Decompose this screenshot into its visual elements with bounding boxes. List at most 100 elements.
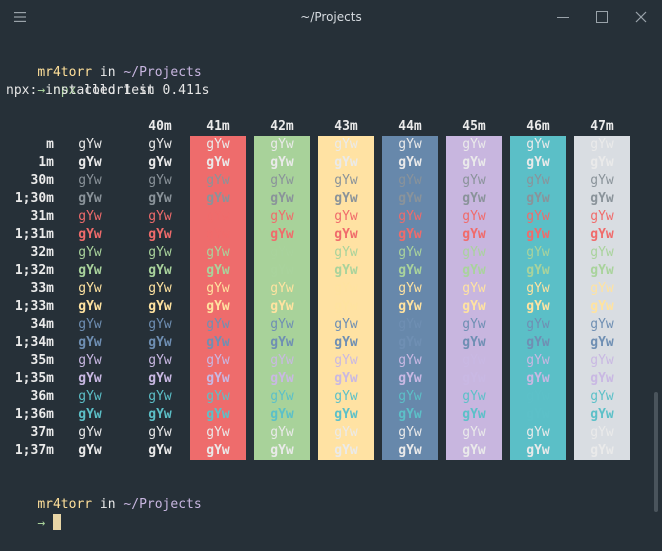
sample-cell: gYw bbox=[206, 353, 230, 368]
sample-cell: gYw bbox=[398, 407, 422, 422]
sample-cell: gYw bbox=[590, 299, 614, 314]
sample-cell: gYw bbox=[334, 263, 358, 278]
sample-cell: gYw bbox=[462, 155, 486, 170]
column-header-41m: 41m bbox=[206, 119, 230, 134]
sample-cell: gYw bbox=[334, 335, 358, 350]
colortest-row: 30m gYw gYw gYw gYw gYw gYw gYw gYw gYw bbox=[6, 172, 646, 190]
sample-cell: gYw bbox=[526, 425, 550, 440]
sample-cell: gYw bbox=[78, 173, 102, 188]
sample-cell: gYw bbox=[148, 155, 172, 170]
sample-cell: gYw bbox=[78, 389, 102, 404]
sample-cell: gYw bbox=[78, 209, 102, 224]
sample-cell: gYw bbox=[78, 263, 102, 278]
sample-cell: gYw bbox=[206, 155, 230, 170]
sample-cell: gYw bbox=[206, 407, 230, 422]
sample-cell: gYw bbox=[206, 245, 230, 260]
sample-cell: gYw bbox=[462, 173, 486, 188]
minimize-icon[interactable] bbox=[553, 8, 573, 26]
sample-cell: gYw bbox=[148, 443, 172, 458]
column-header-44m: 44m bbox=[398, 119, 422, 134]
row-label: 1;32m bbox=[14, 263, 54, 278]
prompt-user: mr4torr bbox=[37, 65, 93, 80]
row-label: 37m bbox=[30, 425, 54, 440]
sample-cell: gYw bbox=[398, 191, 422, 206]
sample-cell: gYw bbox=[206, 425, 230, 440]
bg-column-44m bbox=[382, 136, 438, 460]
sample-cell: gYw bbox=[78, 443, 102, 458]
row-label: 34m bbox=[30, 317, 54, 332]
sample-cell: gYw bbox=[148, 425, 172, 440]
sample-cell: gYw bbox=[270, 335, 294, 350]
sample-cell: gYw bbox=[398, 263, 422, 278]
sample-cell: gYw bbox=[148, 353, 172, 368]
sample-cell: gYw bbox=[206, 371, 230, 386]
sample-cell: gYw bbox=[398, 317, 422, 332]
sample-cell: gYw bbox=[206, 263, 230, 278]
colortest-row: 1;31m gYw gYw gYw gYw gYw gYw gYw gYw gYw bbox=[6, 226, 646, 244]
sample-cell: gYw bbox=[270, 245, 294, 260]
prompt-path: ~/Projects bbox=[123, 65, 202, 80]
prompt-line-2: mr4torr in ~/Projects bbox=[6, 478, 201, 512]
sample-cell: gYw bbox=[270, 317, 294, 332]
sample-cell: gYw bbox=[270, 443, 294, 458]
sample-cell: gYw bbox=[590, 371, 614, 386]
colortest-row: 37m gYw gYw gYw gYw gYw gYw gYw gYw gYw bbox=[6, 424, 646, 442]
prompt-arrow-icon: → bbox=[37, 516, 46, 531]
scrollbar[interactable] bbox=[654, 392, 658, 512]
colortest-row: 1;32m gYw gYw gYw gYw gYw gYw gYw gYw gYw bbox=[6, 262, 646, 280]
column-header-40m: 40m bbox=[148, 119, 172, 134]
bg-column-45m bbox=[446, 136, 502, 460]
sample-cell: gYw bbox=[206, 299, 230, 314]
sample-cell: gYw bbox=[398, 227, 422, 242]
row-label: 1;35m bbox=[14, 371, 54, 386]
sample-cell: gYw bbox=[148, 335, 172, 350]
close-icon[interactable] bbox=[631, 8, 651, 26]
input-line[interactable]: → bbox=[6, 496, 61, 531]
row-label: 1;30m bbox=[14, 191, 54, 206]
row-label: 30m bbox=[30, 173, 54, 188]
maximize-icon[interactable] bbox=[592, 8, 612, 26]
sample-cell: gYw bbox=[462, 137, 486, 152]
sample-cell: gYw bbox=[206, 335, 230, 350]
sample-cell: gYw bbox=[398, 335, 422, 350]
terminal-area[interactable]: mr4torr in ~/Projects → npx colortest np… bbox=[6, 46, 646, 531]
sample-cell: gYw bbox=[462, 389, 486, 404]
hamburger-menu-icon[interactable] bbox=[10, 8, 30, 26]
sample-cell: gYw bbox=[398, 155, 422, 170]
sample-cell: gYw bbox=[206, 389, 230, 404]
sample-cell: gYw bbox=[590, 317, 614, 332]
sample-cell: gYw bbox=[148, 245, 172, 260]
sample-cell: gYw bbox=[526, 407, 550, 422]
sample-cell: gYw bbox=[206, 137, 230, 152]
colortest-row: 1;30m gYw gYw gYw gYw gYw gYw gYw gYw gYw bbox=[6, 190, 646, 208]
sample-cell: gYw bbox=[270, 191, 294, 206]
sample-cell: gYw bbox=[462, 281, 486, 296]
row-label: 36m bbox=[30, 389, 54, 404]
sample-cell: gYw bbox=[526, 389, 550, 404]
sample-cell: gYw bbox=[270, 299, 294, 314]
sample-cell: gYw bbox=[78, 353, 102, 368]
sample-cell: gYw bbox=[206, 209, 230, 224]
sample-cell: gYw bbox=[334, 389, 358, 404]
sample-cell: gYw bbox=[334, 245, 358, 260]
prompt-path: ~/Projects bbox=[123, 497, 202, 512]
sample-cell: gYw bbox=[462, 299, 486, 314]
sample-cell: gYw bbox=[78, 425, 102, 440]
sample-cell: gYw bbox=[148, 209, 172, 224]
colortest-row: 35m gYw gYw gYw gYw gYw gYw gYw gYw gYw bbox=[6, 352, 646, 370]
sample-cell: gYw bbox=[148, 281, 172, 296]
sample-cell: gYw bbox=[526, 317, 550, 332]
sample-cell: gYw bbox=[270, 353, 294, 368]
sample-cell: gYw bbox=[462, 227, 486, 242]
sample-cell: gYw bbox=[590, 335, 614, 350]
sample-cell: gYw bbox=[398, 353, 422, 368]
sample-cell: gYw bbox=[462, 209, 486, 224]
sample-cell: gYw bbox=[270, 371, 294, 386]
sample-cell: gYw bbox=[334, 443, 358, 458]
sample-cell: gYw bbox=[334, 281, 358, 296]
column-header-45m: 45m bbox=[462, 119, 486, 134]
sample-cell: gYw bbox=[334, 371, 358, 386]
prompt-line-1: mr4torr in ~/Projects bbox=[6, 46, 201, 80]
sample-cell: gYw bbox=[78, 371, 102, 386]
column-header-47m: 47m bbox=[590, 119, 614, 134]
